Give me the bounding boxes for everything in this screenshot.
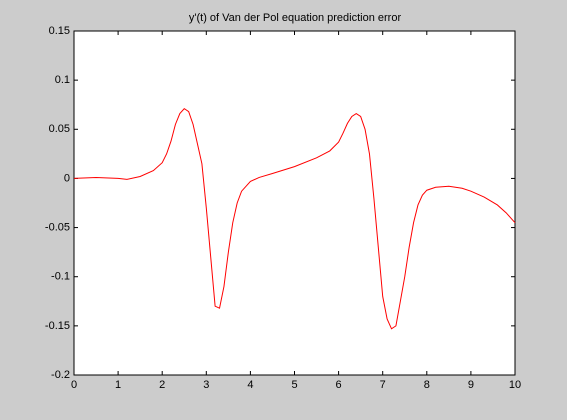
x-tick-label: 6: [336, 379, 342, 391]
x-tick-label: 2: [159, 379, 165, 391]
y-tick-label: -0.05: [45, 221, 70, 233]
y-tick-label: -0.2: [51, 369, 70, 381]
x-tick-label: 10: [509, 379, 521, 391]
chart-title: y'(t) of Van der Pol equation prediction…: [189, 12, 402, 24]
x-tick-label: 7: [380, 379, 386, 391]
x-tick-label: 4: [247, 379, 253, 391]
x-tick-label: 9: [468, 379, 474, 391]
y-tick-label: 0.1: [55, 74, 70, 86]
y-tick-label: -0.15: [45, 320, 70, 332]
x-tick-label: 5: [291, 379, 297, 391]
y-tick-label: 0.15: [49, 25, 70, 37]
y-tick-label: -0.1: [51, 271, 70, 283]
y-tick-label: 0: [64, 172, 70, 184]
x-tick-label: 3: [203, 379, 209, 391]
y-tick-label: 0.05: [49, 123, 70, 135]
plot-area: [73, 30, 516, 376]
x-tick-label: 1: [115, 379, 121, 391]
x-tick-label: 0: [71, 379, 77, 391]
x-tick-label: 8: [424, 379, 430, 391]
line: [73, 107, 516, 330]
